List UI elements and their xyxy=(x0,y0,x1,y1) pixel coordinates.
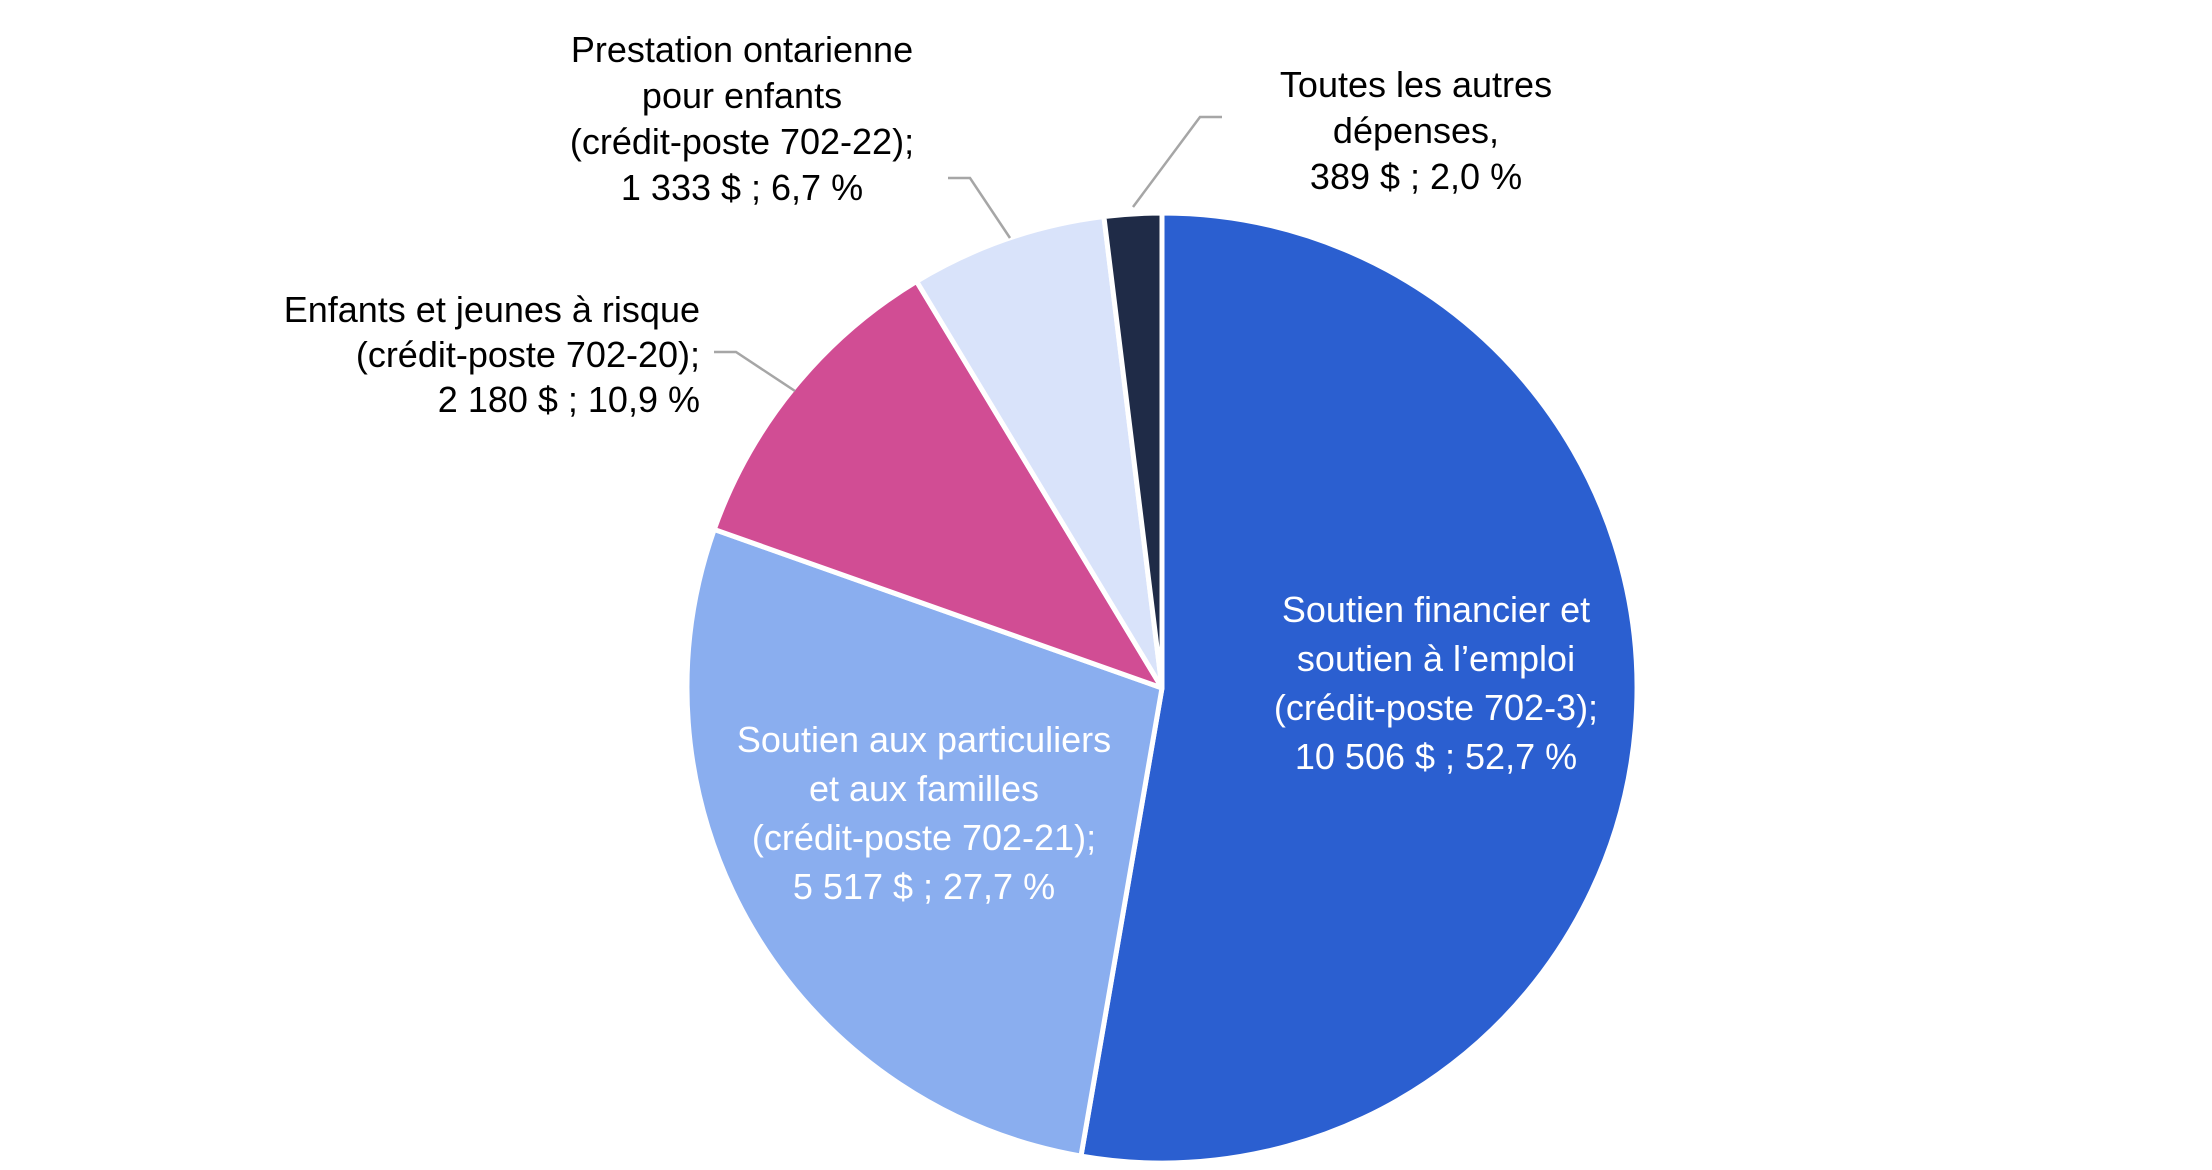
slice-label-line: 389 $ ; 2,0 % xyxy=(1310,156,1522,197)
slice-label-line: (crédit-poste 702-3); xyxy=(1274,687,1598,728)
slice-label-line: dépenses, xyxy=(1333,110,1499,151)
slice-label-line: Prestation ontarienne xyxy=(571,29,913,70)
slice-label-line: Enfants et jeunes à risque xyxy=(284,289,700,330)
pie-slice-1 xyxy=(1078,210,1640,1166)
leader-line-5 xyxy=(1131,115,1222,208)
slice-label-line: 10 506 $ ; 52,7 % xyxy=(1295,736,1577,777)
slice-label-line: Toutes les autres xyxy=(1280,64,1552,105)
leader-line-4 xyxy=(948,176,1012,239)
slice-label-line: Soutien financier et xyxy=(1282,589,1590,630)
slice-label-2: Soutien aux particuliers et aux familles (… xyxy=(737,719,1111,907)
slice-label-line: 5 517 $ ; 27,7 % xyxy=(793,866,1055,907)
slice-label-line: pour enfants xyxy=(642,75,842,116)
slice-label-line: Soutien aux particuliers xyxy=(737,719,1111,760)
pie-slices xyxy=(684,210,1640,1166)
pie-slice-3 xyxy=(711,278,1165,691)
pie-labels: Soutien financier et soutien à l’emploi (c… xyxy=(284,29,1598,907)
slice-label-line: (crédit-poste 702-20); xyxy=(356,334,700,375)
slice-label-line: et aux familles xyxy=(809,768,1039,809)
slice-label-4: Prestation ontarienne pour enfants (crédit… xyxy=(570,29,914,208)
slice-label-5: Toutes les autres dépenses, 389 $ ; 2,0 % xyxy=(1280,64,1552,197)
slice-label-3: Enfants et jeunes à risque (crédit-poste … xyxy=(284,289,700,420)
pie-slice-4 xyxy=(914,214,1165,691)
leader-line-3 xyxy=(714,350,796,393)
slice-label-line: (crédit-poste 702-22); xyxy=(570,121,914,162)
pie-slice-2 xyxy=(684,526,1165,1159)
leader-lines xyxy=(714,115,1222,393)
slice-label-line: (crédit-poste 702-21); xyxy=(752,817,1096,858)
slice-label-line: 2 180 $ ; 10,9 % xyxy=(438,379,700,420)
slice-label-1: Soutien financier et soutien à l’emploi (c… xyxy=(1274,589,1598,777)
pie-slice-5 xyxy=(1101,210,1165,691)
slice-label-line: soutien à l’emploi xyxy=(1297,638,1575,679)
slice-label-line: 1 333 $ ; 6,7 % xyxy=(621,167,863,208)
